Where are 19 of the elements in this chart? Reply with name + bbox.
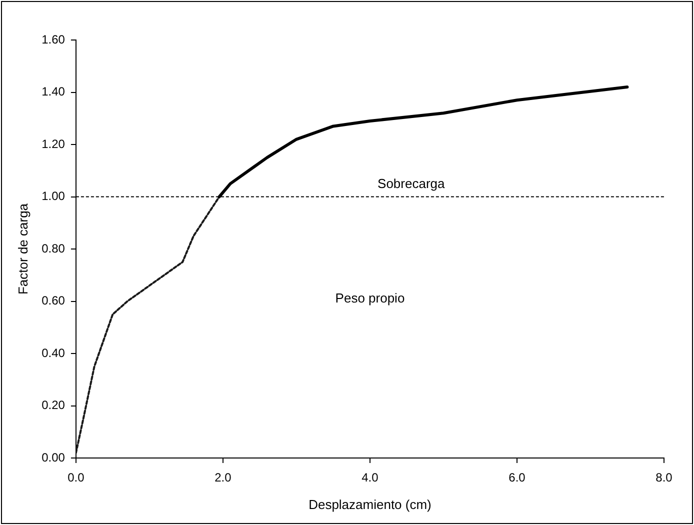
y-tick-label: 0.40	[42, 346, 66, 360]
y-tick-label: 0.00	[42, 450, 66, 464]
x-tick-label: 2.0	[214, 470, 232, 485]
x-tick-label: 0.0	[68, 470, 85, 485]
y-tick-label: 0.80	[42, 241, 66, 256]
annotation: Peso propio	[335, 290, 405, 306]
ref-line-label: Sobrecarga	[378, 176, 446, 191]
y-tick-label: 1.60	[42, 32, 66, 46]
x-tick-label: 8.0	[656, 470, 673, 485]
y-axis-title: Factor de carga	[15, 202, 30, 295]
y-tick-label: 0.60	[42, 294, 66, 308]
y-tick-label: 1.40	[42, 84, 66, 99]
y-tick-label: 0.20	[42, 398, 66, 412]
line-series	[76, 196, 220, 454]
y-tick-label: 1.20	[42, 136, 66, 151]
y-tick-label: 1.00	[42, 189, 66, 204]
x-tick-label: 4.0	[362, 470, 379, 485]
x-axis-title: Desplazamiento (cm)	[308, 496, 432, 512]
x-tick-label: 6.0	[508, 470, 526, 485]
